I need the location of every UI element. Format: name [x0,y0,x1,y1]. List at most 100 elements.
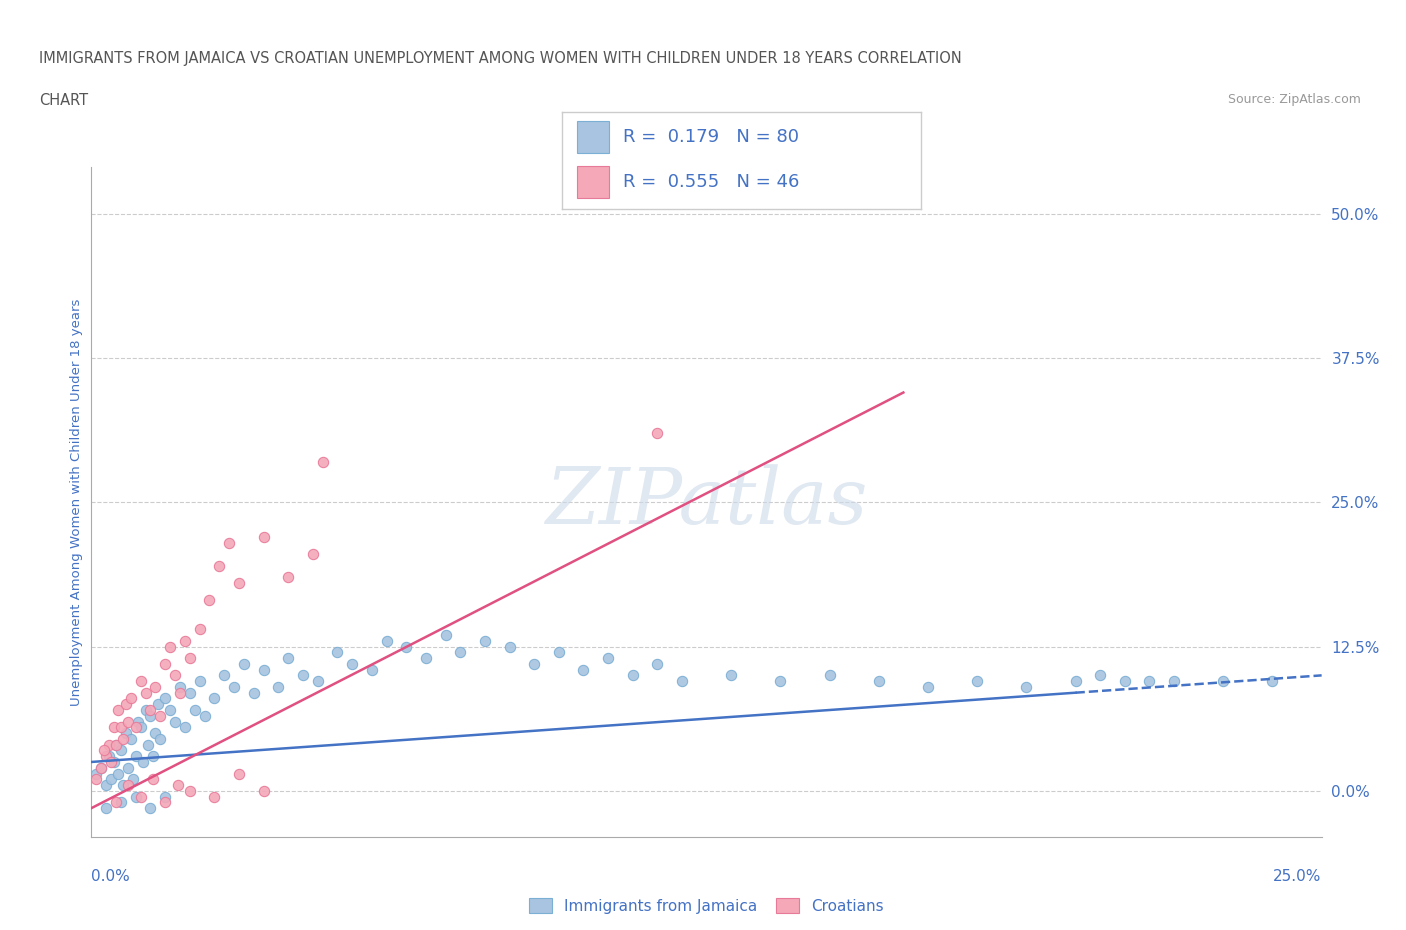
Point [498,639,520,654]
Point [214,668,236,683]
Point [208,558,231,573]
Point [159,639,181,654]
Point [474,633,496,648]
Point [1064,673,1087,688]
Point [117,714,139,729]
Point [163,714,186,729]
Point [139,801,162,816]
Text: R =  0.179   N = 80: R = 0.179 N = 80 [623,128,800,146]
Legend: Immigrants from Jamaica, Croatians: Immigrants from Jamaica, Croatians [523,892,890,920]
Point [548,644,571,659]
Point [142,772,165,787]
Point [117,761,139,776]
Point [198,593,221,608]
Point [1139,673,1161,688]
Point [100,754,122,769]
Point [671,673,693,688]
Text: IMMIGRANTS FROM JAMAICA VS CROATIAN UNEMPLOYMENT AMONG WOMEN WITH CHILDREN UNDER: IMMIGRANTS FROM JAMAICA VS CROATIAN UNEM… [39,51,962,66]
Point [202,790,225,804]
Point [86,772,108,787]
Point [145,680,166,695]
Point [253,529,276,544]
Point [129,720,152,735]
Point [135,702,157,717]
Point [129,790,152,804]
Point [228,576,250,591]
Point [253,783,276,798]
Point [146,697,169,711]
Point [340,657,363,671]
Point [153,790,177,804]
Point [621,668,644,683]
Point [202,691,225,706]
Point [103,754,125,769]
Point [105,795,127,810]
Point [112,777,135,792]
Point [966,673,988,688]
Point [136,737,159,752]
Point [277,570,299,585]
Point [596,651,619,666]
Point [218,535,240,550]
Point [169,685,191,700]
Point [120,731,142,746]
Point [395,639,418,654]
Point [114,697,138,711]
Point [769,673,792,688]
Point [117,777,139,792]
Point [149,731,172,746]
Point [163,668,186,683]
Point [188,673,211,688]
Point [142,749,165,764]
Point [96,777,117,792]
Point [1261,673,1284,688]
Point [1088,668,1111,683]
Point [122,772,145,787]
Point [818,668,841,683]
Text: ZIPatlas: ZIPatlas [546,464,868,540]
Point [110,795,132,810]
Point [153,657,177,671]
Point [301,547,323,562]
Point [291,668,314,683]
Text: 0.0%: 0.0% [91,869,131,883]
Point [434,628,457,643]
Point [1015,680,1038,695]
Point [90,761,112,776]
FancyBboxPatch shape [576,166,609,197]
Point [86,766,108,781]
Point [110,720,132,735]
Point [169,680,191,695]
Point [139,709,162,724]
Point [149,709,172,724]
Point [572,662,595,677]
Point [96,749,117,764]
Point [1114,673,1136,688]
Point [105,737,127,752]
Point [917,680,939,695]
Point [375,633,398,648]
Point [360,662,382,677]
Point [868,673,890,688]
Text: 25.0%: 25.0% [1274,869,1322,883]
Point [179,685,201,700]
Point [153,691,177,706]
Point [110,743,132,758]
Point [124,790,148,804]
Point [112,731,135,746]
Point [228,766,250,781]
Point [145,725,166,740]
Point [120,691,142,706]
Point [97,749,120,764]
Point [242,685,264,700]
Point [232,657,256,671]
Point [97,737,120,752]
FancyBboxPatch shape [576,122,609,153]
Point [107,766,129,781]
Point [139,702,162,717]
Point [100,772,122,787]
Point [135,685,157,700]
Point [107,702,129,717]
Point [96,801,117,816]
Point [127,714,149,729]
